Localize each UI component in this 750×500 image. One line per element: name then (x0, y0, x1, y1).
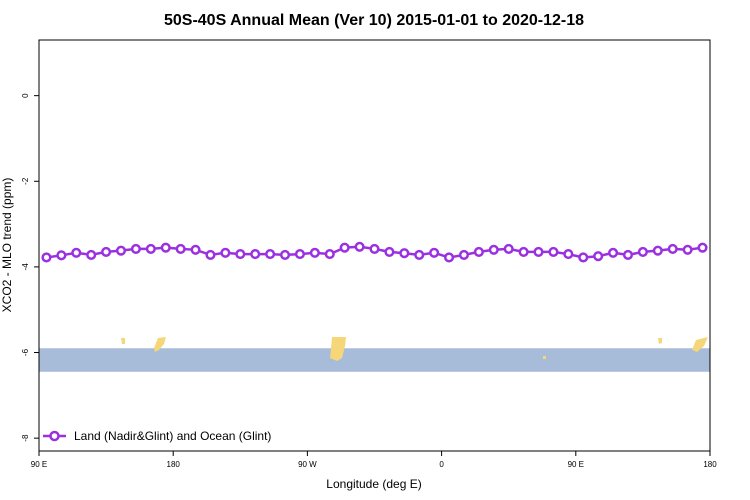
data-point (160, 242, 171, 253)
data-point (175, 243, 186, 254)
data-point (667, 243, 678, 254)
series-layer (41, 241, 708, 263)
data-point (608, 247, 619, 258)
y-tick-label: -8 (21, 434, 30, 442)
data-point (190, 244, 201, 255)
data-point (384, 246, 395, 257)
legend: Land (Nadir&Glint) and Ocean (Glint) (43, 429, 271, 443)
data-point (399, 248, 410, 259)
data-point (563, 249, 574, 260)
data-point (518, 246, 529, 257)
data-point (593, 251, 604, 262)
land-patch (692, 337, 708, 352)
data-point (250, 249, 261, 260)
data-point (533, 246, 544, 257)
land-patch (154, 337, 166, 352)
legend-label: Land (Nadir&Glint) and Ocean (Glint) (74, 429, 271, 443)
data-point (339, 242, 350, 253)
x-tick-label: 90 E (31, 460, 47, 469)
land-patch (658, 338, 662, 344)
x-tick-label: 90 E (568, 460, 584, 469)
data-point (369, 243, 380, 254)
data-point (637, 246, 648, 257)
data-point (309, 247, 320, 258)
land-patch (330, 337, 346, 361)
data-point (115, 245, 127, 256)
y-tick-label: -2 (21, 177, 30, 185)
x-tick-label: 0 (439, 460, 444, 469)
land-patch (121, 338, 125, 344)
data-point (145, 243, 156, 254)
x-axis: 90 E 180 90 W 0 90 E 180 (31, 451, 717, 469)
x-tick-label: 180 (703, 460, 717, 469)
data-point (220, 247, 231, 258)
y-tick-label: -6 (21, 348, 30, 356)
data-point (414, 249, 425, 260)
data-point (503, 243, 514, 254)
data-point (622, 249, 634, 260)
data-point (130, 243, 141, 254)
x-tick-label: 90 W (298, 460, 317, 469)
data-point (101, 246, 112, 257)
y-axis-label: XCO2 - MLO trend (ppm) (0, 178, 14, 313)
x-axis-label: Longitude (deg E) (326, 477, 421, 491)
data-point (56, 250, 67, 261)
data-point (324, 249, 335, 260)
data-point (578, 252, 589, 263)
data-point (235, 249, 246, 260)
data-point (279, 249, 291, 260)
chart-title: 50S-40S Annual Mean (Ver 10) 2015-01-01 … (164, 12, 584, 29)
y-tick-label: 0 (21, 93, 30, 98)
data-point (458, 249, 470, 260)
data-point (473, 246, 484, 257)
x-tick-label: 180 (167, 460, 181, 469)
plot-frame (38, 39, 711, 452)
ocean-band (39, 348, 710, 372)
data-point (488, 244, 499, 255)
data-point (265, 249, 276, 260)
data-point (429, 247, 440, 258)
data-point (41, 252, 52, 263)
y-tick-label: -4 (21, 263, 30, 271)
data-point (294, 249, 305, 260)
data-point (652, 245, 663, 256)
legend-marker (49, 430, 60, 442)
y-axis: 0 -2 -4 -6 -8 (21, 93, 39, 442)
data-point (71, 247, 82, 258)
data-point (697, 242, 708, 253)
data-point (548, 246, 559, 257)
data-point (86, 249, 97, 260)
data-point (682, 244, 693, 255)
data-point (354, 241, 365, 252)
data-point (444, 252, 455, 263)
data-point (205, 249, 216, 260)
land-patch (543, 356, 546, 359)
map-strip (39, 337, 710, 372)
